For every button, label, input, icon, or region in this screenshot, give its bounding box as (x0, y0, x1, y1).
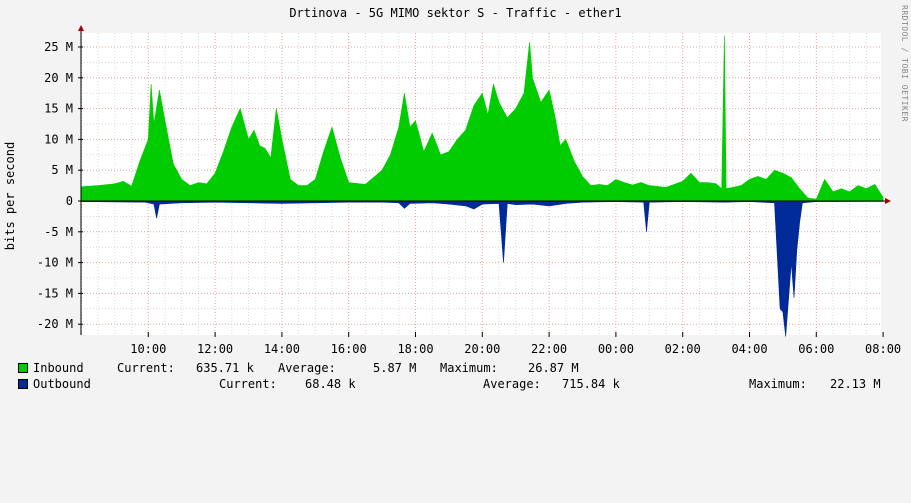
y-tick-labels: 25 M 20 M 15 M 10 M 5 M 0 -5 M -10 M -15 M -20 M (37, 40, 73, 331)
inbound-maximum-label: Maximum: (440, 361, 498, 375)
series-areas (81, 35, 884, 337)
inbound-maximum-value: 26.87 M (528, 361, 579, 375)
traffic-chart: 25 M20 M15 M10 M5 M0-5 M-10 M-15 M-20 M … (37, 25, 901, 356)
y-tick-label: -20 M (37, 317, 73, 331)
inbound-average-value: 5.87 M (373, 361, 417, 375)
outbound-average-value: 715.84 k (562, 377, 620, 391)
outbound-maximum-value: 22.13 M (830, 377, 881, 391)
x-tick-labels: 10:00 12:00 14:00 16:00 18:00 20:00 22:00 00:00… (130, 332, 901, 356)
x-tick-label: 16:00 (331, 342, 367, 356)
y-tick-label: -15 M (37, 286, 73, 300)
x-tick-label: 22:00 (531, 342, 567, 356)
outbound-average-label: Average: (483, 377, 541, 391)
y-tick-label: 10 M (44, 132, 73, 146)
x-tick-label: 14:00 (264, 342, 300, 356)
inbound-area (81, 35, 884, 202)
y-tick-label: -5 M (44, 225, 73, 239)
chart-title: Drtinova - 5G MIMO sektor S - Traffic - … (289, 6, 622, 20)
axes (78, 25, 891, 335)
y-axis-label: bits per second (3, 141, 17, 251)
y-tick-label: -10 M (37, 256, 73, 270)
x-tick-label: 12:00 (197, 342, 233, 356)
y-tick-label: 5 M (51, 163, 73, 177)
y-tick-label: 25 M (44, 40, 73, 54)
x-tick-label: 10:00 (130, 342, 166, 356)
y-tick-label: 15 M (44, 102, 73, 116)
y-axis-arrow (78, 25, 84, 31)
x-tick-label: 06:00 (798, 342, 834, 356)
x-tick-label: 20:00 (464, 342, 500, 356)
x-tick-label: 18:00 (397, 342, 433, 356)
inbound-current-value: 635.71 k (196, 361, 254, 375)
outbound-current-value: 68.48 k (305, 377, 356, 391)
outbound-label: Outbound (33, 377, 91, 391)
x-tick-label: 08:00 (865, 342, 901, 356)
inbound-average-label: Average: (278, 361, 336, 375)
x-tick-label: 02:00 (665, 342, 701, 356)
outbound-swatch (18, 379, 28, 389)
rrdtool-watermark: RRDTOOL / TOBI OETIKER (900, 5, 909, 122)
y-tick-label: 0 (66, 194, 73, 208)
inbound-current-label: Current: (117, 361, 175, 375)
legend-inbound: Inbound Current: 635.71 k Average: 5.87 … (0, 361, 579, 376)
legend-outbound: Outbound Current: 68.48 k Average: 715.8… (0, 377, 881, 392)
x-tick-label: 00:00 (598, 342, 634, 356)
outbound-area (81, 200, 884, 337)
inbound-swatch (18, 363, 28, 373)
outbound-current-label: Current: (219, 377, 277, 391)
outbound-maximum-label: Maximum: (749, 377, 807, 391)
x-tick-label: 04:00 (731, 342, 767, 356)
inbound-label: Inbound (33, 361, 84, 375)
x-axis-arrow (885, 198, 891, 204)
y-tick-label: 20 M (44, 71, 73, 85)
